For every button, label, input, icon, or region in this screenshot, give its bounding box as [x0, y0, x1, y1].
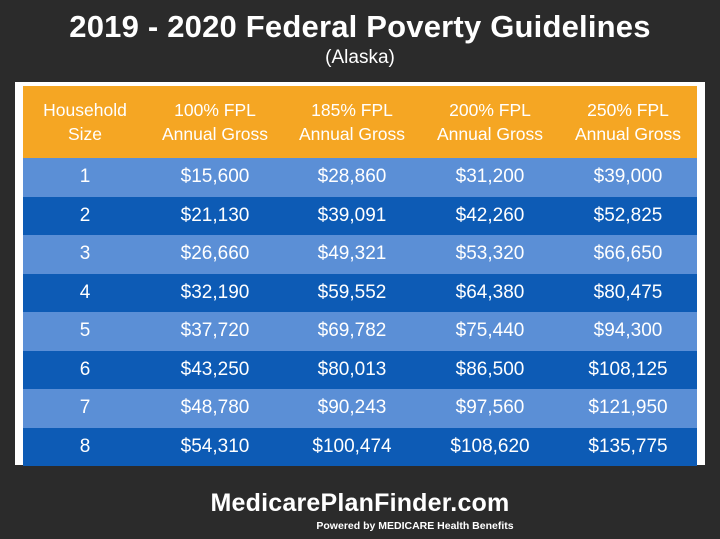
fpl-100-cell: $48,780: [180, 397, 250, 419]
household-size-cell: 7: [79, 397, 91, 419]
household-size-cell: 2: [79, 204, 91, 226]
fpl-200-cell: $86,500: [455, 358, 525, 380]
fpl-185-cell: $39,091: [317, 204, 387, 226]
fpl-200-cell: $108,620: [450, 435, 530, 457]
page-footer: MedicarePlanFinder.com Powered by MEDICA…: [0, 482, 720, 539]
brand-logo-text: MedicarePlanFinder.com: [210, 489, 510, 517]
column-header-200-fpl: 200% FPL Annual Gross: [436, 100, 544, 144]
fpl-100-cell: $37,720: [180, 320, 250, 342]
page-header: 2019 - 2020 Federal Poverty Guidelines (…: [0, 0, 720, 80]
household-size-cell: 8: [79, 435, 91, 457]
page-title: 2019 - 2020 Federal Poverty Guidelines: [69, 9, 651, 44]
table-row: 2 $21,130 $39,091 $42,260 $52,825: [23, 196, 697, 235]
page-subtitle: (Alaska): [325, 47, 395, 68]
table-row: 8 $54,310 $100,474 $108,620 $135,775: [23, 427, 697, 466]
fpl-185-cell: $90,243: [317, 397, 387, 419]
fpl-185-cell: $69,782: [317, 320, 387, 342]
fpl-100-cell: $15,600: [180, 166, 250, 188]
fpl-185-cell: $49,321: [317, 243, 387, 265]
fpl-200-cell: $64,380: [455, 281, 525, 303]
fpl-250-cell: $66,650: [593, 243, 663, 265]
poverty-guidelines-table: Household Size 100% FPL Annual Gross 185…: [15, 82, 705, 466]
household-size-cell: 6: [79, 358, 91, 380]
table-row: 7 $48,780 $90,243 $97,560 $121,950: [23, 389, 697, 428]
table-header-row: Household Size 100% FPL Annual Gross 185…: [23, 86, 697, 158]
fpl-185-cell: $80,013: [317, 358, 387, 380]
fpl-250-cell: $135,775: [588, 435, 668, 457]
household-size-cell: 4: [79, 281, 91, 303]
fpl-100-cell: $32,190: [180, 281, 250, 303]
column-header-185-fpl: 185% FPL Annual Gross: [298, 100, 406, 144]
table-row: 5 $37,720 $69,782 $75,440 $94,300: [23, 312, 697, 351]
fpl-250-cell: $52,825: [593, 204, 663, 226]
table-row: 1 $15,600 $28,860 $31,200 $39,000: [23, 158, 697, 197]
household-size-cell: 1: [79, 166, 91, 188]
table-row: 6 $43,250 $80,013 $86,500 $108,125: [23, 350, 697, 389]
household-size-cell: 3: [79, 243, 91, 265]
fpl-200-cell: $31,200: [455, 166, 525, 188]
fpl-200-cell: $53,320: [455, 243, 525, 265]
brand-tagline: Powered by MEDICARE Health Benefits: [316, 520, 514, 532]
fpl-185-cell: $100,474: [312, 435, 392, 457]
fpl-250-cell: $39,000: [593, 166, 663, 188]
table-row: 3 $26,660 $49,321 $53,320 $66,650: [23, 235, 697, 274]
fpl-250-cell: $121,950: [588, 397, 668, 419]
fpl-200-cell: $75,440: [455, 320, 525, 342]
table-body: 1 $15,600 $28,860 $31,200 $39,000 2 $21,…: [23, 158, 697, 466]
fpl-250-cell: $108,125: [588, 358, 668, 380]
fpl-100-cell: $21,130: [180, 204, 250, 226]
column-header-household-size: Household Size: [43, 100, 127, 144]
fpl-250-cell: $80,475: [593, 281, 663, 303]
column-header-100-fpl: 100% FPL Annual Gross: [161, 100, 269, 144]
fpl-200-cell: $42,260: [455, 204, 525, 226]
fpl-100-cell: $43,250: [180, 358, 250, 380]
fpl-100-cell: $54,310: [180, 435, 250, 457]
fpl-185-cell: $28,860: [317, 166, 387, 188]
fpl-200-cell: $97,560: [455, 397, 525, 419]
fpl-100-cell: $26,660: [180, 243, 250, 265]
column-header-250-fpl: 250% FPL Annual Gross: [574, 100, 682, 144]
fpl-185-cell: $59,552: [317, 281, 387, 303]
fpl-250-cell: $94,300: [593, 320, 663, 342]
household-size-cell: 5: [79, 320, 91, 342]
table-row: 4 $32,190 $59,552 $64,380 $80,475: [23, 273, 697, 312]
